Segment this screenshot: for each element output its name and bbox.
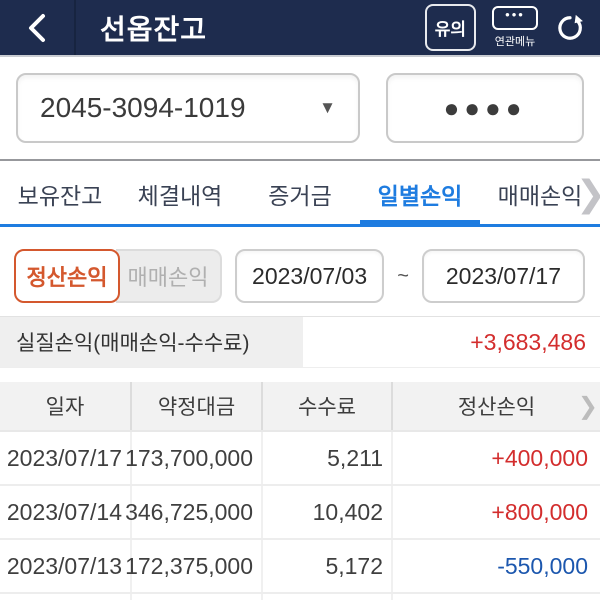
date-range-separator: ~ xyxy=(397,264,409,287)
tab-executions[interactable]: 체결내역 xyxy=(137,183,223,209)
table-header-row: 일자 약정대금 수수료 정산손익 ❯ xyxy=(0,382,600,432)
app-header: 선옵잔고 유의 ••• 연관메뉴 xyxy=(0,0,600,57)
cell-empty xyxy=(391,594,600,600)
summary-row: 실질손익(매매손익-수수료) +3,683,486 xyxy=(0,316,600,368)
column-header: 정산손익 ❯ xyxy=(391,382,600,430)
daily-pnl-table: 일자 약정대금 수수료 정산손익 ❯ 2023/07/17 173,700,000 5,21… xyxy=(0,382,600,600)
filter-row: 정산손익 매매손익 2023/07/03 ~ 2023/07/17 xyxy=(14,249,585,303)
cell-pnl: +800,000 xyxy=(391,486,600,538)
cell-date: 2023/07/14 xyxy=(6,498,122,525)
cell-fee: 5,172 xyxy=(261,540,391,592)
summary-label: 실질손익(매매손익-수수료) xyxy=(0,317,303,367)
related-menu-label: 연관메뉴 xyxy=(494,36,536,48)
table-row[interactable]: 2023/07/14 346,725,000 10,402 +800,000 xyxy=(0,486,600,540)
header-actions: 유의 ••• 연관메뉴 xyxy=(424,4,600,51)
cell-empty xyxy=(261,594,391,600)
refresh-icon xyxy=(558,14,583,40)
header-divider xyxy=(74,0,76,55)
column-header: 수수료 xyxy=(261,382,391,430)
column-header-label: 일자 xyxy=(45,396,85,419)
date-from-value: 2023/07/03 xyxy=(252,262,368,289)
account-section: 2045-3094-1019 ▼ ●●●● xyxy=(0,57,600,157)
column-header-label: 정산손익 xyxy=(457,396,536,419)
tab-trading-pnl[interactable]: 매매손익 xyxy=(497,183,583,209)
column-header-label: 수수료 xyxy=(298,396,356,419)
date-from-field[interactable]: 2023/07/03 xyxy=(235,249,385,303)
summary-value: +3,683,486 xyxy=(470,328,586,355)
cell-fee: 10,402 xyxy=(261,486,391,538)
cell-pnl: -550,000 xyxy=(391,540,600,592)
back-button[interactable] xyxy=(0,0,74,55)
cell-fee: 5,211 xyxy=(261,432,391,484)
cell-empty xyxy=(0,594,130,600)
toggle-settlement-pnl[interactable]: 정산손익 xyxy=(14,249,120,303)
date-to-field[interactable]: 2023/07/17 xyxy=(421,249,585,303)
account-number: 2045-3094-1019 xyxy=(40,92,246,123)
column-header-label: 약정대금 xyxy=(157,396,236,419)
column-header: 일자 xyxy=(0,382,130,430)
chevron-down-icon: ▼ xyxy=(319,98,336,117)
cell-empty xyxy=(130,594,261,600)
cell-pnl: +400,000 xyxy=(391,432,600,484)
table-row[interactable]: 2023/07/13 172,375,000 5,172 -550,000 xyxy=(0,540,600,594)
tab-bar: 보유잔고 체결내역 증거금 일별손익 매매손익❯ xyxy=(0,161,600,227)
chevron-left-icon xyxy=(29,13,45,42)
cell-date: 2023/07/13 xyxy=(6,552,122,579)
column-header: 약정대금 xyxy=(130,382,261,430)
related-menu-button[interactable]: ••• 연관메뉴 xyxy=(492,6,538,49)
date-to-value: 2023/07/17 xyxy=(445,262,561,289)
table-scroll-right-icon[interactable]: ❯ xyxy=(577,392,598,420)
tabs-scroll-right-icon[interactable]: ❯ xyxy=(576,173,600,215)
table-row[interactable]: 2023/07/17 173,700,000 5,211 +400,000 xyxy=(0,432,600,486)
table-body: 2023/07/17 173,700,000 5,211 +400,000 2023/0… xyxy=(0,432,600,600)
pnl-type-toggle: 정산손익 매매손익 xyxy=(14,249,222,303)
cell-amount: 172,375,000 xyxy=(125,540,261,592)
tab-daily-pnl[interactable]: 일별손익 xyxy=(360,161,480,227)
notice-button[interactable]: 유의 xyxy=(424,4,476,51)
ellipsis-menu-icon: ••• xyxy=(492,6,538,30)
tab-holdings[interactable]: 보유잔고 xyxy=(17,183,103,209)
account-number-dropdown[interactable]: 2045-3094-1019 ▼ xyxy=(16,73,360,143)
cell-date: 2023/07/17 xyxy=(6,444,122,471)
toggle-trading-pnl[interactable]: 매매손익 xyxy=(116,249,222,303)
page-title: 선옵잔고 xyxy=(100,13,208,45)
account-password-field[interactable]: ●●●● xyxy=(386,73,584,143)
tab-margin[interactable]: 증거금 xyxy=(268,183,332,209)
refresh-button[interactable] xyxy=(554,12,586,44)
cell-amount: 173,700,000 xyxy=(125,432,261,484)
cell-amount: 346,725,000 xyxy=(125,486,261,538)
table-row-partial xyxy=(0,594,600,600)
password-masked-value: ●●●● xyxy=(443,92,527,123)
section-divider xyxy=(0,159,600,161)
